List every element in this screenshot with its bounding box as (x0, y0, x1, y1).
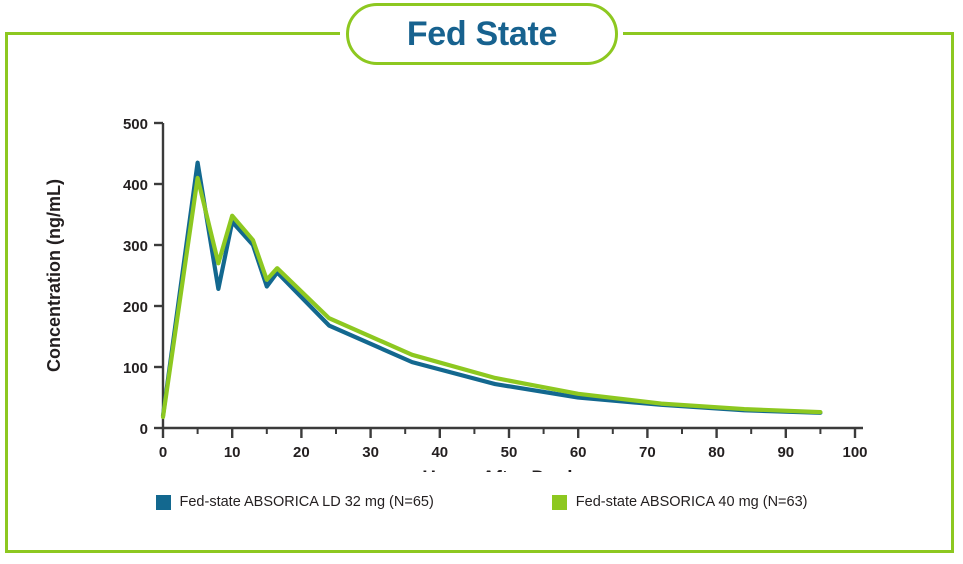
x-tick-label: 40 (431, 444, 448, 461)
x-tick-label: 80 (708, 444, 725, 461)
legend-item-blue: Fed-state ABSORICA LD 32 mg (N=65) (155, 494, 434, 510)
x-tick-label: 60 (570, 444, 587, 461)
x-tick-label: 90 (777, 444, 794, 461)
y-tick-label: 100 (123, 360, 148, 377)
legend-label-green: Fed-state ABSORICA 40 mg (N=63) (575, 494, 808, 510)
badge-mask-left (340, 29, 350, 38)
legend-label-blue: Fed-state ABSORICA LD 32 mg (N=65) (179, 494, 434, 510)
legend-swatch-blue (155, 494, 171, 510)
legend-swatch-green (551, 494, 567, 510)
y-tick-label: 400 (123, 177, 148, 194)
x-tick-label: 10 (224, 444, 241, 461)
y-tick-label: 200 (123, 299, 148, 316)
legend-item-green: Fed-state ABSORICA 40 mg (N=63) (551, 494, 808, 510)
x-tick-label: 20 (293, 444, 310, 461)
series-line-green (160, 175, 823, 420)
badge-mask-right (613, 29, 623, 38)
x-tick-label: 100 (842, 444, 867, 461)
y-tick-label: 300 (123, 238, 148, 255)
chart-legend: Fed-state ABSORICA LD 32 mg (N=65) Fed-s… (0, 494, 963, 510)
page-title: Fed State (406, 15, 558, 53)
y-tick-label: 0 (140, 421, 148, 438)
chart-canvas: 0 100 200 300 400 500 0 10 20 30 40 50 60 70 80 90 100 Ho… (44, 116, 868, 472)
title-badge: Fed State (346, 3, 618, 65)
x-axis-title: Hours After Dosing (422, 468, 595, 472)
pk-line-chart: 0 100 200 300 400 500 0 10 20 30 40 50 60 70 80 90 100 Ho… (0, 52, 963, 472)
y-axis-title: Concentration (ng/mL) (44, 179, 64, 372)
y-tick-label: 500 (123, 116, 148, 133)
x-tick-label: 0 (159, 444, 167, 461)
x-tick-label: 30 (362, 444, 379, 461)
x-tick-label: 70 (639, 444, 656, 461)
x-tick-label: 50 (501, 444, 518, 461)
title-badge-pill: Fed State (346, 3, 618, 65)
